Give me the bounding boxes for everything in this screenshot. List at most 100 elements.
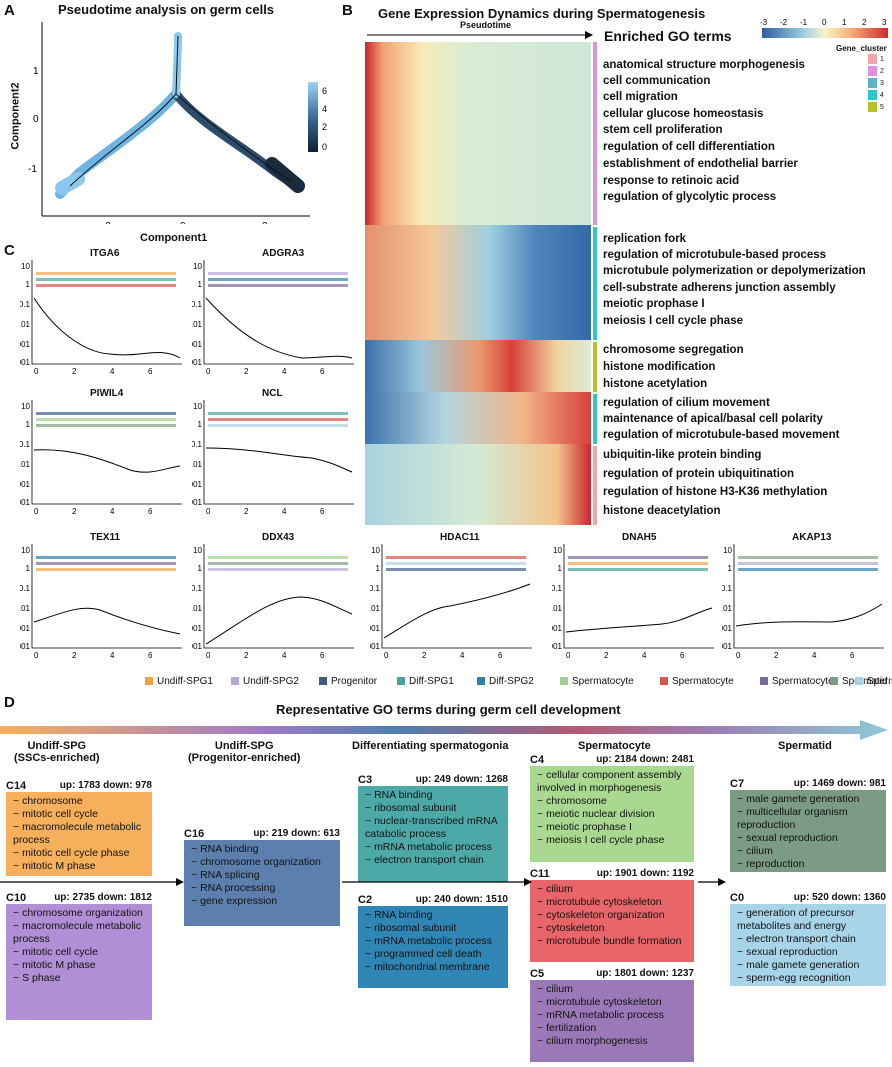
go-term: microtubule cytoskeleton [537,996,689,1009]
go-term: meiotic prophase I [537,821,689,834]
go-term: electron transport chain [365,854,503,867]
expression-points [208,568,348,571]
panel-b-title: Gene Expression Dynamics during Spermato… [378,6,706,21]
legend-item: Spermatocyte [660,676,734,687]
legend-swatch [830,677,838,685]
y-tick: 0.001 [370,624,381,633]
y-tick: 0.001 [20,624,31,633]
legend-label: Spermatocyte [572,676,634,687]
expression-points [36,284,176,287]
go-term: cell-substrate adherens junction assembl… [603,282,836,294]
go-term: cytoskeleton [537,922,689,935]
go-term: chromosome organization [13,907,147,920]
y-tick: 1 [376,564,381,573]
go-term: regulation of glycolytic process [603,191,777,203]
cluster-id: C4 [530,754,545,766]
go-term: multicellular organism reproduction [737,806,881,832]
go-term: sexual reproduction [737,832,881,845]
legend-item: Spermatid [855,676,892,687]
go-term: chromosome [13,795,147,808]
development-arrow [0,720,888,740]
y-tick: 0.01 [192,460,203,469]
cluster-legend: 1 2 3 4 5 [868,53,884,113]
go-term: histone modification [603,361,716,373]
y-tick: 10 [371,546,380,555]
smoothed-trend-line [205,447,353,473]
cluster-id: C7 [730,778,745,790]
cluster-box-c10: chromosome organizationmacromolecule met… [6,904,152,1020]
expression-points [36,556,176,559]
x-tick: 6 [148,651,153,660]
cluster-header: C4 up: 2184 down: 2481 [530,754,694,766]
y-tick: 0.1 [722,584,733,593]
expression-points [568,568,708,571]
panel-a-title: Pseudotime analysis on germ cells [58,2,275,17]
y-tick: 0.0001 [192,642,203,651]
gene-title: HDAC11 [440,532,480,543]
x-tick: 0 [736,651,741,660]
go-term: mRNA metabolic process [537,1009,689,1022]
panel-b-label: B [342,2,353,19]
stage-spermatocyte: Spermatocyte [578,740,651,752]
cluster-bar-4b [593,394,597,444]
expression-points [568,556,708,559]
expression-points [208,272,348,275]
x-tick: 6 [680,651,685,660]
cluster-bar-4 [593,227,597,340]
y-tick: 10 [193,546,202,555]
x-tick: 4 [110,367,115,376]
legend-item: Progenitor [319,676,377,687]
legend-item: Spermatid [830,676,888,687]
cluster-header: C16 up: 219 down: 613 [184,828,340,840]
cluster-swatch [868,54,877,64]
go-term: anatomical structure morphogenesis [603,59,805,71]
y-tick: 0.1 [552,584,563,593]
gene-expression-plot: 10 1 0.1 0.01 0.001 0.00010 2 4 6 [192,260,354,376]
go-term: regulation of cell differentiation [603,141,775,153]
smoothed-trend-line [735,603,883,627]
y-tick: 0.001 [552,624,563,633]
go-term: cytoskeleton organization [537,909,689,922]
go-term: male gamete generation [737,959,881,972]
cluster-box-c7: male gamete generationmulticellular orga… [730,790,886,872]
x-tick: 2 [244,507,249,516]
y-tick: 0.1 [20,300,31,309]
cluster-stats: up: 219 down: 613 [253,828,340,839]
x-tick: 0 [384,651,389,660]
go-term: mitotic cell cycle [13,946,147,959]
expression-points [36,278,176,281]
go-term: sexual reproduction [737,946,881,959]
go-term: meiosis I cell cycle phase [537,834,689,847]
go-term: gene expression [191,895,335,908]
cluster-bar-5 [593,342,597,392]
scale-tick: 0 [822,18,827,27]
go-term: maintenance of apical/basal cell polarit… [603,413,823,425]
cluster-legend-item: 2 [868,65,884,77]
y-tick: 1 [26,564,31,573]
cluster-swatch [868,90,877,100]
expression-points [208,284,348,287]
go-term: regulation of microtubule-based movement [603,429,840,441]
panel-d-label: D [4,694,15,711]
go-term: macromolecule metabolic process [13,920,147,946]
go-term: chromosome segregation [603,344,744,356]
gene-title: DDX43 [262,532,295,543]
go-term: mitotic cell cycle [13,808,147,821]
go-term: generation of precursor metabolites and … [737,907,881,933]
y-tick: 10 [193,262,202,271]
y-tick: 0.1 [192,440,203,449]
heatmap-cluster-4 [365,392,591,444]
expression-heatmap [365,42,597,525]
smoothed-trend-line [565,607,713,633]
stage-undiff-ssc: Undiff-SPG (SSCs-enriched) [14,740,100,764]
scale-tick: -1 [800,18,808,27]
cluster-swatch [868,102,877,112]
cluster-legend-item: 1 [868,53,884,65]
go-term: mitotic M phase [13,959,147,972]
y-tick: 0.01 [192,604,203,613]
gene-expression-plot: 10 1 0.1 0.01 0.001 0.00010 2 4 6 [722,544,884,660]
y-tick: 10 [21,546,30,555]
cluster-id: 2 [880,67,884,75]
x-tick: 2 [422,651,427,660]
expression-points [386,556,526,559]
